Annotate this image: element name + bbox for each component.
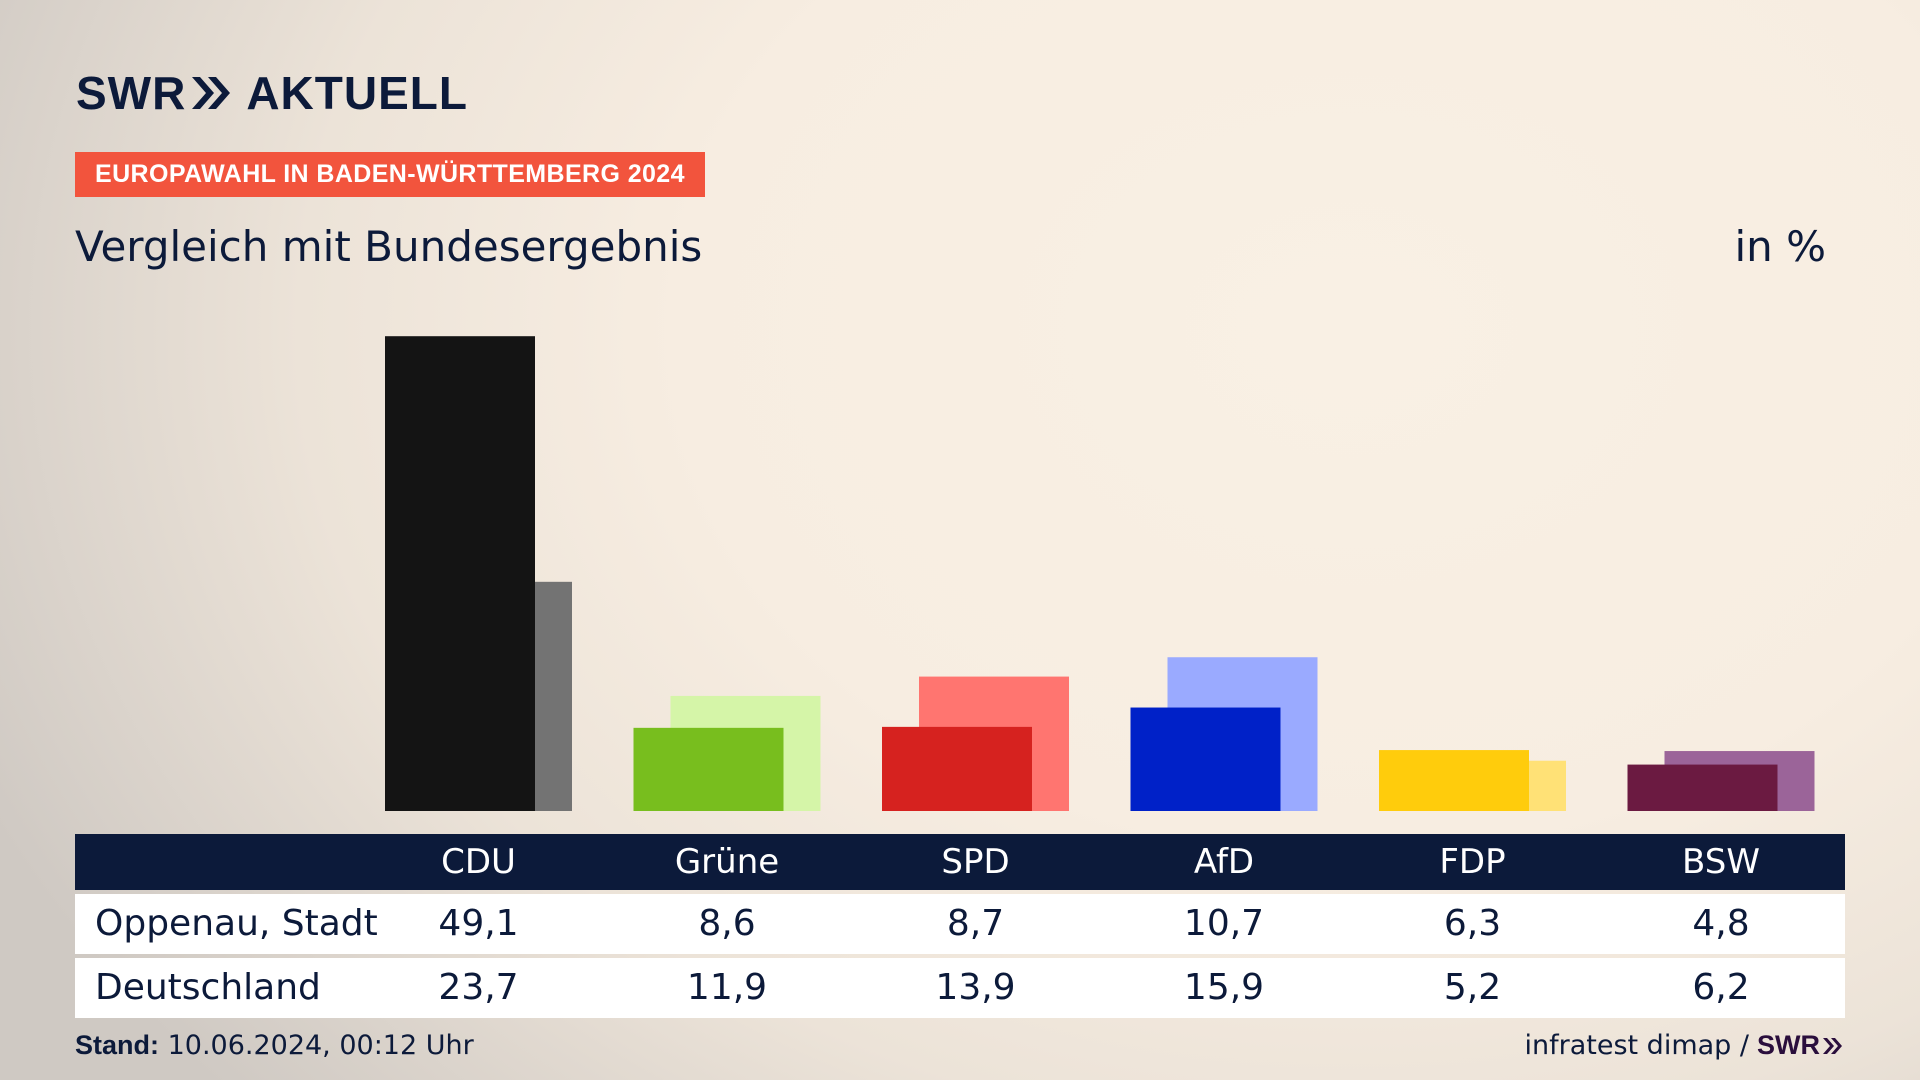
footer-logo-text: SWR [1757,1030,1820,1060]
table-header: CDU Grüne SPD AfD FDP BSW [75,834,1845,890]
source-credit: infratest dimap / SWR [1524,1030,1844,1061]
value-local-spd: 8,7 [946,903,1005,944]
election-kicker: EUROPAWAHL IN BADEN-WÜRTTEMBERG 2024 [75,152,705,197]
double-chevron-icon [192,77,231,109]
value-national-bsw: 6,2 [1692,967,1750,1008]
value-local-bsw: 4,8 [1692,903,1750,944]
header-fdp: FDP [1439,842,1506,882]
timestamp: Stand: 10.06.2024, 00:12 Uhr [75,1030,474,1061]
header-gruene: Grüne [674,842,780,882]
stand-value: 10.06.2024, 00:12 Uhr [167,1030,474,1061]
source-text: infratest dimap / [1524,1030,1749,1061]
bar-chart [385,336,1815,811]
chart-title: Vergleich mit Bundesergebnis [75,222,703,271]
value-national-gruene: 11,9 [686,967,768,1008]
row-label-national: Deutschland [95,967,321,1008]
bar-local-spd [882,726,1032,811]
results-table: CDU Grüne SPD AfD FDP BSW Oppenau, Stadt 49,1… [75,834,1845,1018]
value-local-afd: 10,7 [1183,903,1265,944]
value-national-afd: 15,9 [1183,967,1265,1008]
bar-local-fdp [1379,750,1529,811]
logo-aktuell-text: AKTUELL [246,67,468,119]
header-bsw: BSW [1682,842,1760,882]
header-spd: SPD [941,842,1010,882]
bar-local-gruene [633,727,784,811]
stand-label: Stand: [75,1030,159,1060]
logo-swr-text: SWR [76,67,187,119]
unit-label: in % [1734,222,1826,271]
value-local-cdu: 49,1 [438,903,519,944]
value-local-gruene: 8,6 [698,903,756,944]
header-cdu: CDU [441,842,516,882]
header-afd: AfD [1193,842,1255,882]
table-row: Deutschland 23,7 11,9 13,9 15,9 5,2 6,2 [75,958,1845,1018]
bar-local-cdu [385,336,535,811]
footer-swr-logo: SWR [1757,1030,1844,1061]
value-national-spd: 13,9 [935,967,1016,1008]
value-local-fdp: 6,3 [1443,903,1502,944]
bar-local-afd [1130,707,1281,811]
value-national-fdp: 5,2 [1443,967,1502,1008]
swr-aktuell-logo: SWR AKTUELL [76,67,468,119]
value-national-cdu: 23,7 [438,967,519,1008]
row-label-local: Oppenau, Stadt [95,903,378,944]
bar-local-bsw [1627,764,1778,811]
double-chevron-icon [1823,1037,1842,1054]
table-row: Oppenau, Stadt 49,1 8,6 8,7 10,7 6,3 4,8 [75,894,1845,954]
